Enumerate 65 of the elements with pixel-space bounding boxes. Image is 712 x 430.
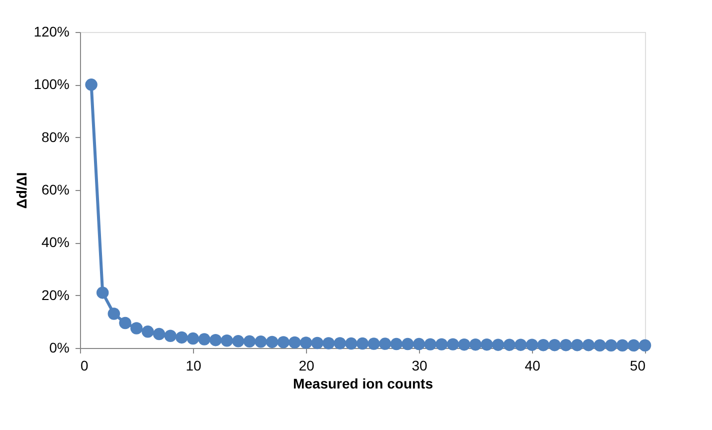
point [446, 338, 460, 350]
x-tick-label: 50 [630, 358, 646, 374]
point [300, 336, 312, 349]
point [142, 326, 154, 338]
point [469, 338, 482, 351]
point [628, 339, 640, 352]
y-tick-label: 20% [41, 286, 70, 303]
point [186, 332, 200, 345]
y-axis-title: Δd/ΔI [14, 172, 30, 209]
point [232, 335, 244, 348]
point [322, 337, 335, 350]
point [164, 330, 177, 342]
point [638, 339, 652, 352]
y-tick-label: 0% [49, 340, 70, 356]
point [176, 331, 188, 344]
point [560, 338, 572, 352]
point [402, 338, 414, 350]
point [616, 339, 629, 352]
point [85, 78, 98, 91]
x-axis-title: Measured ion counts [292, 376, 434, 392]
point [152, 328, 166, 340]
point [209, 334, 222, 346]
point [458, 338, 470, 351]
point [277, 336, 290, 348]
point [368, 338, 380, 350]
point [582, 338, 595, 352]
point [492, 338, 504, 351]
point [503, 338, 516, 351]
point [526, 338, 538, 351]
point [412, 338, 426, 350]
point [537, 338, 550, 352]
point [220, 334, 234, 347]
point [424, 338, 436, 350]
point [435, 338, 448, 350]
y-tick-label: 60% [41, 182, 70, 198]
x-tick-label: 40 [524, 358, 540, 374]
point [119, 316, 132, 330]
point [571, 338, 584, 352]
point [254, 336, 267, 348]
point [288, 336, 301, 349]
point [390, 338, 403, 350]
point [378, 338, 392, 350]
y-tick-label: 80% [41, 128, 70, 145]
point [345, 337, 358, 350]
point [266, 336, 278, 348]
x-tick-label: 30 [412, 358, 428, 374]
point [96, 286, 109, 299]
point [243, 335, 256, 348]
y-tick-label: 100% [34, 76, 70, 92]
point [130, 322, 143, 334]
y-tick-label: 40% [41, 234, 70, 250]
point [334, 337, 346, 350]
point [311, 336, 324, 350]
point [480, 338, 493, 351]
point [514, 338, 527, 351]
x-tick-label: 0 [80, 358, 88, 374]
point [108, 308, 120, 320]
x-tick-label: 20 [298, 358, 314, 374]
point [548, 338, 561, 352]
y-tick-label: 120% [34, 24, 70, 40]
point [594, 339, 606, 352]
x-tick-label: 10 [186, 358, 202, 374]
point [356, 337, 369, 350]
point [604, 339, 618, 352]
point [198, 333, 210, 346]
